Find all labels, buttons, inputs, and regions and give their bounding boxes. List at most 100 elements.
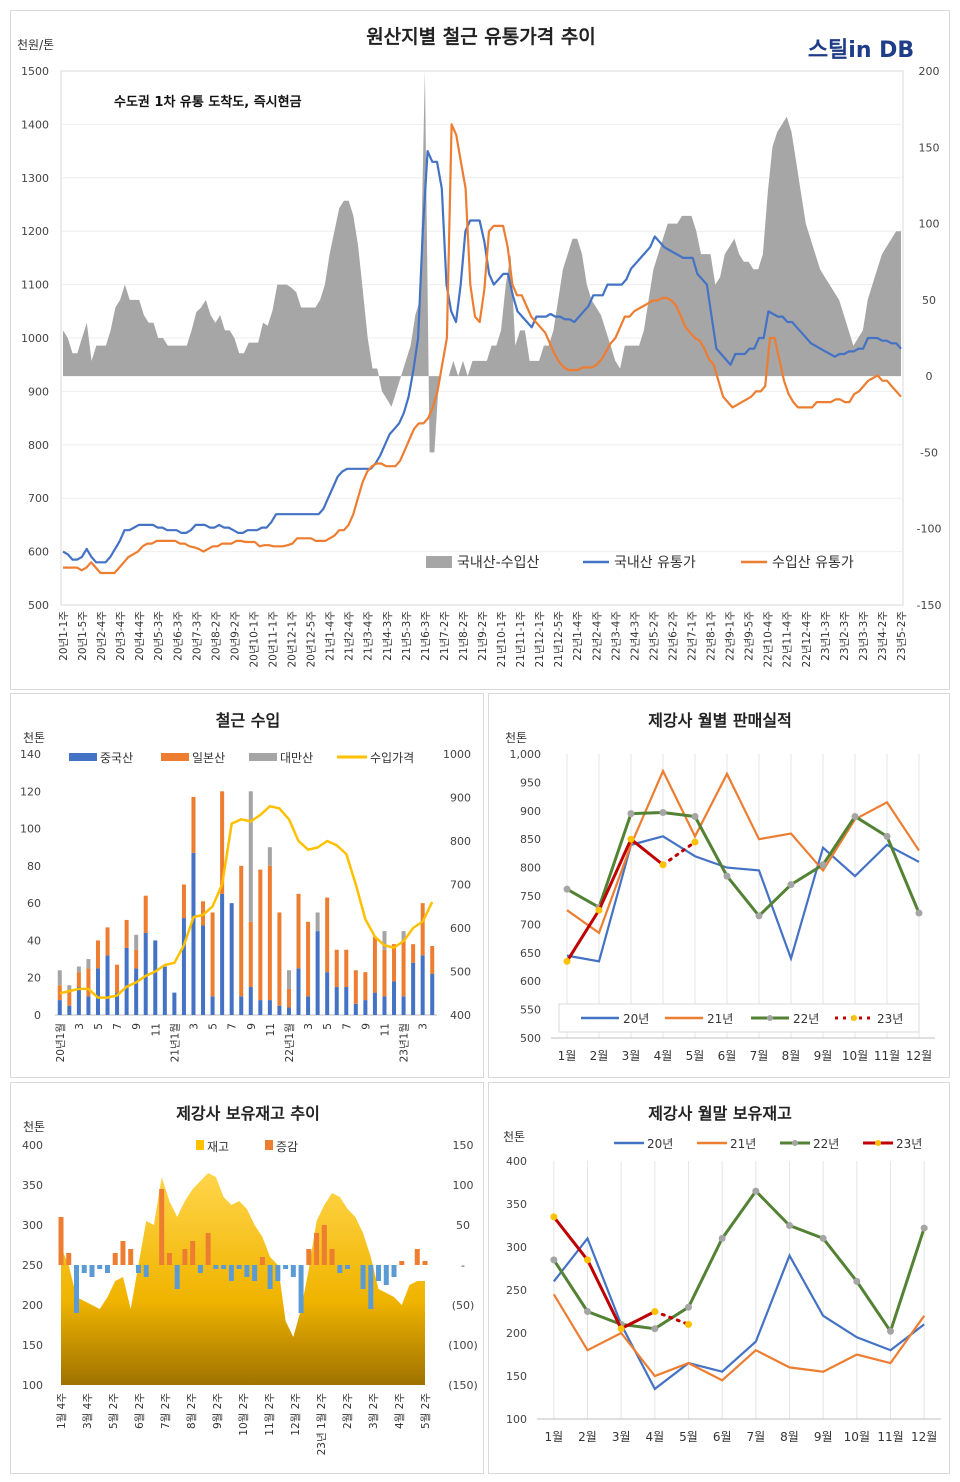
legend-label-23: 23년 xyxy=(896,1137,922,1151)
x-tick-label: 7 xyxy=(227,1023,239,1030)
legend-label-japan: 일본산 xyxy=(192,751,225,765)
price-trend-panel: 원산지별 철근 유통가격 추이 스틸in DB 천원/톤 수도권 1차 유통 도… xyxy=(10,10,950,690)
bar-change-increase xyxy=(321,1225,327,1265)
x-tick-label: 1월 xyxy=(544,1430,563,1444)
x-tick-label: 9 xyxy=(246,1023,258,1030)
x-tick-label: 1월 xyxy=(558,1049,577,1063)
bar-china xyxy=(210,996,215,1015)
y-tick-label: 250 xyxy=(506,1284,527,1297)
series-22-point xyxy=(819,1234,827,1242)
bar-china xyxy=(334,987,339,1015)
x-tick-label: 6월 xyxy=(713,1430,732,1444)
series-23-line xyxy=(565,836,664,963)
series-imported-line xyxy=(63,123,902,575)
series-22-point xyxy=(718,1234,726,1242)
series-22-point xyxy=(659,809,667,817)
x-tick-label: 10월 xyxy=(844,1430,870,1444)
y2-tick-label: 900 xyxy=(450,792,471,805)
bar-japan xyxy=(430,946,435,974)
legend: 중국산 일본산 대만산 수입가격 xyxy=(69,751,414,765)
x-tick-label: 7 xyxy=(112,1023,124,1030)
series-gap-area xyxy=(63,71,901,453)
y-tick-label: 200 xyxy=(506,1327,527,1340)
bar-japan xyxy=(76,972,81,988)
series-22-point xyxy=(627,810,635,818)
y-axis-unit: 천톤 xyxy=(23,730,45,745)
bar-china xyxy=(353,1003,358,1015)
series-23-point xyxy=(563,957,571,965)
series-22-point xyxy=(550,1256,558,1264)
x-tick-label: 21년1-4주 xyxy=(325,611,337,661)
eom-stock-chart: 제강사 월말 보유재고 천톤 20년 21년 22년 23년 100 150 200… xyxy=(503,1104,941,1444)
series-23-point xyxy=(685,1320,692,1328)
x-tick-label: 22년7-1주 xyxy=(687,611,699,661)
x-tick-label: 20년11-1주 xyxy=(268,611,280,668)
x-tick-label: 20년6-3주 xyxy=(172,611,184,661)
series-22-point xyxy=(915,909,923,917)
x-tick-label: 7 xyxy=(341,1023,353,1030)
x-tick-label: 21년9-2주 xyxy=(477,611,489,661)
legend-marker-23 xyxy=(875,1140,881,1146)
y-tick-label: 20 xyxy=(27,972,41,985)
bar-china xyxy=(401,996,406,1015)
bar-china xyxy=(115,992,120,1015)
series-22-point xyxy=(787,881,795,889)
bar-china xyxy=(220,893,225,1015)
legend-swatch-gap xyxy=(426,556,452,568)
series-22-point xyxy=(723,872,731,880)
bar-change-decrease xyxy=(89,1265,95,1277)
x-tick-label: 7월 2주 xyxy=(160,1393,172,1429)
bar-change-decrease xyxy=(236,1265,242,1269)
legend: 국내산-수입산 국내산 유통가 수입산 유통가 xyxy=(426,555,854,571)
y-tick-label: 350 xyxy=(506,1198,527,1211)
x-tick-label: 3 xyxy=(303,1023,315,1030)
bar-change-increase xyxy=(182,1249,188,1265)
y-tick-label: 150 xyxy=(22,1339,43,1352)
y-tick-label: 100 xyxy=(22,1379,43,1392)
y2-tick-label: -100 xyxy=(917,523,942,536)
x-tick-label: 23년1월 xyxy=(399,1023,411,1062)
x-tick-label: 11 xyxy=(150,1023,162,1036)
stock-trend-chart: 제강사 보유재고 추이 천톤 재고 증감 100 150 200 250 300 350 4… xyxy=(22,1104,478,1455)
y-tick-label: 300 xyxy=(506,1241,527,1254)
bar-china xyxy=(372,992,377,1015)
series-23-forecast-line xyxy=(661,840,697,867)
bar-change-decrease xyxy=(213,1265,219,1269)
y-tick-label: 1,000 xyxy=(510,748,542,761)
series-21-line xyxy=(566,768,920,935)
x-tick-label: 21년7-2주 xyxy=(439,611,451,661)
y2-tick-label: 700 xyxy=(450,879,471,892)
y-tick-label: 60 xyxy=(27,897,41,910)
bar-china xyxy=(162,966,167,1015)
price-trend-chart: 원산지별 철근 유통가격 추이 스틸in DB 천원/톤 수도권 1차 유통 도… xyxy=(17,26,942,668)
x-tick-label: 21년6-3주 xyxy=(420,611,432,661)
x-tick-label: 9 xyxy=(131,1023,143,1030)
y-tick-label: 350 xyxy=(22,1179,43,1192)
import-chart: 철근 수입 천톤 중국산 일본산 대만산 수입가격 0 20 40 60 80 100 12… xyxy=(20,711,471,1062)
series-23-point xyxy=(691,838,699,846)
bar-china xyxy=(239,996,244,1015)
series-22-point xyxy=(887,1327,894,1335)
x-tick-label: 22년8-1주 xyxy=(706,611,718,661)
bar-change-increase xyxy=(306,1249,312,1265)
x-tick-label: 4월 xyxy=(645,1430,664,1444)
series-22-point xyxy=(651,1325,659,1333)
bar-japan xyxy=(372,936,377,993)
series-23-point xyxy=(659,861,667,869)
series-23-point xyxy=(617,1325,625,1333)
x-tick-label: 20년1-1주 xyxy=(58,611,70,661)
chart-title: 제강사 월별 판매실적 xyxy=(648,711,792,730)
x-tick-label: 3 xyxy=(418,1023,430,1030)
series-22-point xyxy=(883,832,891,840)
bar-change-increase xyxy=(422,1261,428,1265)
bar-change-increase xyxy=(128,1249,134,1265)
legend-label-gap: 국내산-수입산 xyxy=(457,555,539,571)
bar-change-decrease xyxy=(228,1265,234,1281)
y2-tick-label: 100 xyxy=(919,218,940,231)
series-23-point xyxy=(584,1256,591,1264)
series-22-line xyxy=(552,1188,926,1335)
y-tick-label: 400 xyxy=(506,1155,527,1168)
y-axis-unit: 천톤 xyxy=(23,1119,45,1134)
bar-china xyxy=(248,987,253,1015)
x-tick-label: 23년1-3주 xyxy=(820,611,832,661)
